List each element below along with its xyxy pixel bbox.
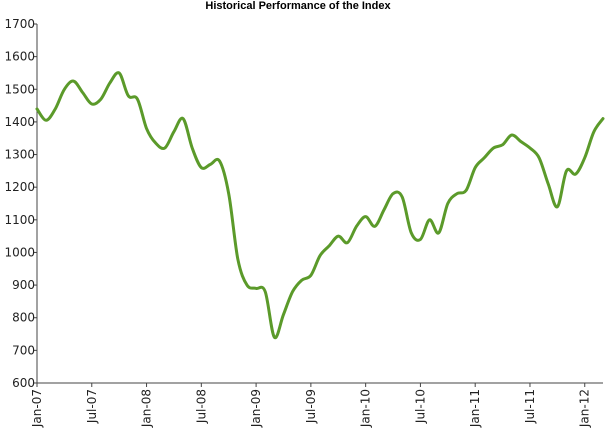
- x-axis: Jan-07 Jul-07 Jan-08 Jul-08 Jan-09 Jul-09 Jan-…: [30, 382, 603, 428]
- y-tick-label: 1100: [4, 213, 35, 227]
- x-tick-label: Jul-07: [85, 389, 99, 424]
- x-tick-label: Jul-09: [304, 389, 318, 424]
- y-tick-label: 900: [12, 278, 35, 292]
- y-tick-label: 1500: [4, 82, 35, 96]
- chart-title: Historical Performance of the Index: [205, 0, 391, 12]
- x-tick-label: Jan-07: [30, 389, 44, 428]
- x-tick-label: Jan-12: [578, 389, 592, 428]
- y-tick-label: 1300: [4, 148, 35, 162]
- y-tick-label: 1400: [4, 115, 35, 129]
- x-tick-label: Jan-09: [249, 389, 263, 428]
- x-tick-label: Jan-11: [468, 389, 482, 428]
- y-tick-label: 1600: [4, 50, 35, 64]
- y-tick-label: 1000: [4, 245, 35, 259]
- series-line: [35, 71, 605, 340]
- y-tick-label: 1700: [4, 17, 35, 31]
- x-tick-label: Jul-10: [413, 389, 427, 424]
- series-group: [35, 71, 605, 340]
- x-tick-label: Jul-08: [194, 389, 208, 424]
- y-tick-label: 1200: [4, 180, 35, 194]
- y-tick-label: 800: [12, 311, 35, 325]
- y-axis: 600 700 800 900 1000 1100 1200 1300 1400 1500 1600…: [4, 17, 38, 390]
- y-tick-label: 600: [12, 376, 35, 390]
- x-tick-label: Jan-08: [140, 389, 154, 428]
- x-tick-label: Jan-10: [359, 389, 373, 428]
- x-tick-label: Jul-11: [523, 389, 537, 424]
- y-tick-label: 700: [12, 343, 35, 357]
